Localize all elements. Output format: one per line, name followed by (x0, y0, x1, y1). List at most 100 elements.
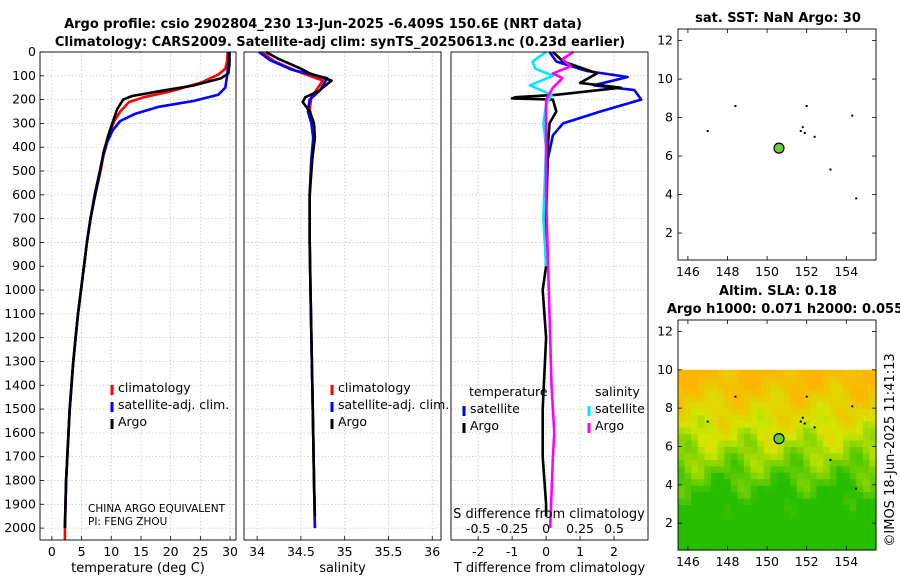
sla-cell (823, 440, 831, 448)
sla-cell (777, 466, 785, 474)
sla-cell (691, 408, 699, 416)
sla-cell (849, 511, 857, 519)
sla-cell (823, 376, 831, 384)
y-tick-label: 0 (28, 44, 36, 59)
sla-cell (777, 505, 785, 512)
sst-map-panel: sat. SST: NaN Argo: 30 146 148 150 152 154 2 4… (657, 11, 877, 279)
sla-cell (836, 382, 844, 390)
sla-cell (704, 434, 712, 442)
sla-cell (757, 472, 765, 480)
sla-cell (790, 369, 798, 377)
sla-cell (849, 440, 857, 448)
sla-cell (730, 427, 738, 435)
sla-cell (763, 492, 771, 500)
sla-cell (843, 530, 851, 538)
sla-cell (777, 479, 785, 487)
sla-cell (803, 395, 811, 403)
salinity-diff-tick-label: -0.5 (466, 521, 490, 536)
sla-cell (757, 395, 765, 403)
sla-cell (697, 369, 705, 377)
sla-cell (691, 459, 699, 467)
sla-cell (678, 421, 686, 429)
sla-cell (730, 466, 738, 474)
sla-cell (770, 517, 778, 525)
sla-cell (730, 408, 738, 416)
sla-cell (724, 459, 732, 467)
sla-cell (790, 376, 798, 384)
y-tick-label: 6 (665, 148, 673, 163)
sla-cell (757, 537, 765, 545)
sla-cell (869, 434, 877, 442)
sla-cell (770, 472, 778, 480)
sla-cell (691, 543, 699, 551)
sla-cell (823, 408, 831, 416)
sla-cell (810, 408, 818, 416)
sla-cell (856, 427, 864, 435)
y-tick-label: 6 (665, 439, 673, 454)
sla-cell (737, 537, 745, 545)
sla-cell (829, 472, 837, 480)
sla-cell (737, 408, 745, 416)
sla-cell (711, 485, 719, 493)
sla-cell (737, 530, 745, 538)
pi-annotation: PI: FENG ZHOU (88, 516, 167, 528)
sla-cell (691, 389, 699, 397)
island-marker (855, 487, 858, 490)
sla-cell (836, 402, 844, 409)
island-marker (829, 458, 832, 461)
sla-cell (697, 414, 705, 422)
sla-cell (790, 382, 798, 390)
sla-cell (717, 517, 725, 525)
sla-cell (737, 517, 745, 525)
sla-cell (724, 453, 732, 461)
sla-cell (790, 440, 798, 448)
sla-cell (697, 511, 705, 519)
sla-cell (849, 408, 857, 416)
sla-cell (750, 485, 758, 493)
sla-cell (737, 382, 745, 390)
sla-cell (803, 369, 811, 377)
sla-cell (737, 492, 745, 500)
sla-cell (757, 485, 765, 493)
island-marker (799, 420, 802, 423)
sla-cell (803, 472, 811, 480)
sla-cell (717, 427, 725, 435)
sla-cell (829, 408, 837, 416)
sla-cell (724, 485, 732, 493)
sla-cell (790, 389, 798, 397)
sla-cell (843, 505, 851, 512)
sla-cell (862, 505, 870, 512)
sla-cell (678, 466, 686, 474)
sla-cell (862, 530, 870, 538)
sla-cell (823, 479, 831, 487)
difference-panel: -2 -1 0 1 2 T difference from climatology temp… (450, 50, 649, 576)
sla-cell (697, 479, 705, 487)
sla-cell (829, 376, 837, 384)
sla-cell (849, 434, 857, 442)
sla-cell (717, 434, 725, 442)
sla-cell (763, 402, 771, 409)
sla-cell (711, 421, 719, 429)
sla-cell (744, 479, 752, 487)
sla-cell (790, 537, 798, 545)
sla-cell (730, 376, 738, 384)
sla-cell (704, 479, 712, 487)
sla-cell (763, 395, 771, 403)
sla-cell (856, 453, 864, 461)
sla-cell (777, 402, 785, 409)
sla-cell (757, 440, 765, 448)
sla-cell (869, 376, 877, 384)
sla-cell (730, 382, 738, 390)
sla-cell (704, 382, 712, 390)
sla-cell (763, 472, 771, 480)
sla-cell (796, 376, 804, 384)
sla-cell (796, 440, 804, 448)
y-tick-label: 1800 (4, 472, 36, 487)
x-tick-label: 1 (576, 544, 584, 559)
sla-cell (724, 402, 732, 409)
sla-cell (796, 459, 804, 467)
sla-cell (717, 479, 725, 487)
sla-cell (717, 511, 725, 519)
sla-cell (724, 505, 732, 512)
